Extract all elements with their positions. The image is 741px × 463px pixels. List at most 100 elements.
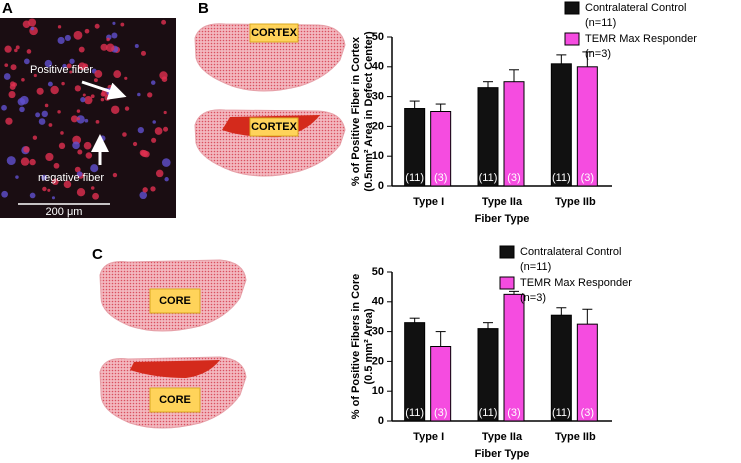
fiber-stain xyxy=(29,158,36,166)
legend-label: (n=11) xyxy=(585,17,616,29)
fiber-stain xyxy=(140,149,148,158)
bar xyxy=(550,314,572,422)
count-label: (3) xyxy=(434,407,447,419)
bar xyxy=(550,63,572,187)
fiber-stain xyxy=(36,87,44,95)
fiber-stain xyxy=(94,70,103,78)
fiber-stain xyxy=(74,166,81,173)
fiber-stain xyxy=(90,94,95,99)
count-label: (11) xyxy=(405,407,424,419)
fiber-stain xyxy=(134,44,139,49)
fiber-stain xyxy=(90,164,99,173)
y-axis-label: (0.5mm² Area in Defect Center) xyxy=(363,31,375,192)
x-tick-label: Type IIa xyxy=(482,431,523,443)
fiber-stain xyxy=(74,85,81,92)
fiber-stain xyxy=(15,175,19,179)
fiber-stain xyxy=(8,91,16,99)
y-tick-label: 20 xyxy=(372,120,384,132)
fiber-stain xyxy=(154,127,163,135)
fiber-stain xyxy=(161,19,167,25)
fiber-stain xyxy=(77,149,83,155)
fiber-stain xyxy=(151,137,157,143)
fiber-stain xyxy=(23,58,30,65)
fiber-stain xyxy=(15,45,20,50)
fiber-stain xyxy=(122,132,127,137)
fiber-stain xyxy=(106,37,110,42)
count-label: (3) xyxy=(581,407,594,419)
fiber-stain xyxy=(48,123,53,127)
x-axis-label: Fiber Type xyxy=(475,448,530,460)
x-axis-label: Fiber Type xyxy=(475,213,530,225)
fiber-stain xyxy=(113,70,122,78)
x-tick-label: Type IIb xyxy=(555,431,596,443)
fiber-stain xyxy=(50,85,59,95)
y-tick-label: 30 xyxy=(372,91,384,103)
fiber-stain xyxy=(63,180,72,189)
legend-label: (n=3) xyxy=(520,292,546,304)
fiber-stain xyxy=(140,50,147,56)
count-label: (3) xyxy=(581,172,594,184)
y-tick-label: 50 xyxy=(372,31,384,43)
bar xyxy=(503,81,525,187)
fiber-stain xyxy=(6,156,16,166)
fiber-stain xyxy=(47,81,53,87)
fiber-stain xyxy=(84,28,90,34)
fiber-stain xyxy=(132,141,138,147)
fiber-stain xyxy=(4,63,9,68)
panel-label: B xyxy=(198,0,209,17)
fiber-stain xyxy=(163,126,169,132)
fiber-stain xyxy=(5,117,13,125)
count-label: (11) xyxy=(479,407,498,419)
fiber-stain xyxy=(22,20,31,28)
fiber-stain xyxy=(76,171,83,177)
legend-label: (n=11) xyxy=(520,261,551,273)
fiber-stain xyxy=(110,105,120,115)
fiber-stain xyxy=(45,152,54,162)
legend-swatch xyxy=(499,245,515,259)
fiber-stain xyxy=(64,34,71,41)
fiber-stain xyxy=(32,135,38,140)
count-label: (11) xyxy=(552,407,571,419)
fiber-stain xyxy=(76,188,86,197)
fiber-stain xyxy=(58,142,66,150)
annotation: Positive fiber xyxy=(30,64,93,76)
y-tick-label: 40 xyxy=(372,61,384,73)
fiber-stain xyxy=(124,76,128,80)
micrograph xyxy=(0,18,176,218)
fiber-stain xyxy=(53,162,60,169)
fiber-stain xyxy=(66,63,72,69)
fiber-stain xyxy=(94,23,100,29)
fiber-stain xyxy=(10,64,17,71)
schematic: CORTEX CORTEX CORE CORE xyxy=(99,23,346,429)
fiber-stain xyxy=(57,110,61,114)
count-label: (3) xyxy=(434,172,447,184)
legend-label: Contralateral Control xyxy=(585,2,687,14)
y-axis-label: % of Positive Fiber in Cortex xyxy=(350,36,362,186)
fiber-stain xyxy=(155,169,164,178)
y-tick-label: 20 xyxy=(372,355,384,367)
legend-swatch xyxy=(499,276,515,290)
count-label: (11) xyxy=(405,172,424,184)
fiber-stain xyxy=(41,174,48,181)
fiber-stain xyxy=(69,70,73,74)
fiber-stain xyxy=(80,96,86,103)
panel-label: C xyxy=(92,246,103,263)
fiber-stain xyxy=(73,30,83,40)
count-label: (3) xyxy=(507,172,520,184)
fiber-stain xyxy=(90,186,95,190)
fiber-stain xyxy=(112,21,116,25)
fiber-stain xyxy=(95,119,100,124)
fiber-stain xyxy=(152,120,156,124)
fiber-stain xyxy=(44,103,49,108)
fiber-stain xyxy=(120,22,125,27)
fiber-stain xyxy=(111,32,118,39)
fiber-stain xyxy=(35,112,41,118)
fiber-stain xyxy=(82,93,86,97)
fiber-stain xyxy=(14,48,18,53)
fiber-stain xyxy=(17,98,26,106)
bar xyxy=(576,66,598,187)
y-tick-label: 10 xyxy=(372,150,384,162)
fiber-stain xyxy=(44,59,53,68)
fiber-stain xyxy=(3,73,11,80)
